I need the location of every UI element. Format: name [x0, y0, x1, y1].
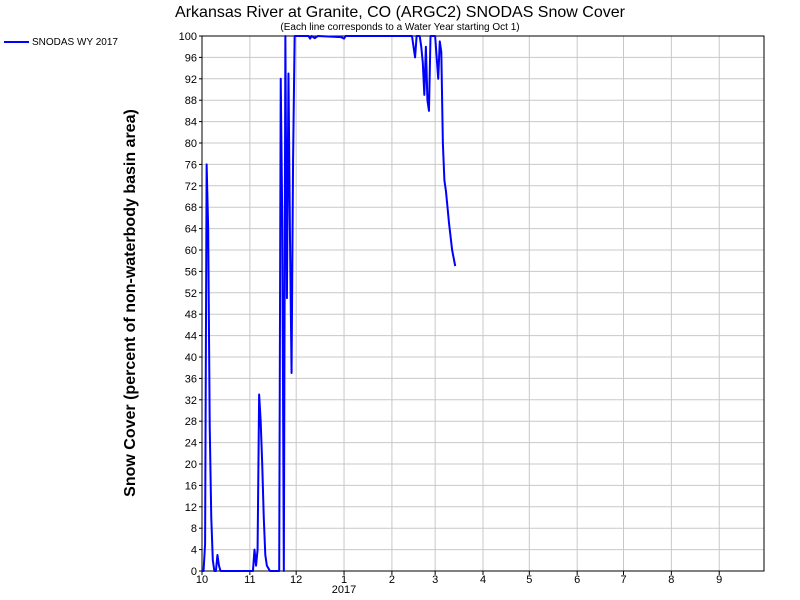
x-year-label: 2017 [332, 584, 356, 596]
y-tick-label: 32 [185, 395, 197, 407]
legend-label: SNODAS WY 2017 [32, 37, 118, 48]
y-tick-label: 40 [185, 352, 197, 364]
y-tick-label: 8 [191, 523, 197, 535]
y-tick-label: 100 [179, 31, 197, 43]
chart-subtitle: (Each line corresponds to a Water Year s… [280, 22, 519, 33]
y-tick-label: 16 [185, 480, 197, 492]
series-line-0 [202, 35, 457, 572]
y-axis-ticks: 0481216202428323640444852566064687276808… [179, 31, 202, 578]
plot-frame [201, 35, 765, 572]
x-tick-label: 12 [290, 574, 302, 586]
y-axis-label: Snow Cover (percent of non-waterbody bas… [122, 109, 139, 497]
y-tick-label: 92 [185, 74, 197, 86]
y-tick-label: 76 [185, 159, 197, 171]
x-tick-label: 11 [244, 574, 255, 586]
x-tick-label: 8 [668, 574, 674, 586]
x-tick-label: 9 [716, 574, 722, 586]
y-tick-label: 28 [185, 416, 197, 428]
y-tick-label: 44 [185, 331, 197, 343]
y-tick-label: 20 [185, 459, 197, 471]
x-tick-label: 3 [432, 574, 438, 586]
y-tick-label: 96 [185, 52, 197, 64]
y-tick-label: 24 [185, 438, 197, 450]
y-tick-label: 60 [185, 245, 197, 257]
y-tick-label: 64 [185, 224, 197, 236]
x-tick-label: 7 [620, 574, 626, 586]
y-tick-label: 52 [185, 288, 197, 300]
y-tick-label: 12 [185, 502, 197, 514]
y-tick-label: 36 [185, 373, 197, 385]
grid [201, 35, 764, 572]
x-tick-label: 4 [480, 574, 486, 586]
y-tick-label: 88 [185, 95, 197, 107]
y-tick-label: 72 [185, 181, 197, 193]
chart-title: Arkansas River at Granite, CO (ARGC2) SN… [175, 4, 626, 21]
x-tick-label: 1 [341, 574, 347, 586]
y-tick-label: 68 [185, 202, 197, 214]
x-tick-label: 2 [389, 574, 395, 586]
x-tick-label: 5 [526, 574, 532, 586]
y-tick-label: 80 [185, 138, 197, 150]
y-tick-label: 0 [191, 566, 197, 578]
y-tick-label: 48 [185, 309, 197, 321]
series-layer [202, 35, 457, 572]
x-tick-label: 6 [574, 574, 580, 586]
y-tick-label: 84 [185, 117, 197, 129]
legend: SNODAS WY 2017 [4, 37, 118, 48]
y-tick-label: 56 [185, 266, 197, 278]
y-tick-label: 4 [191, 545, 197, 557]
x-tick-label: 10 [196, 574, 208, 586]
